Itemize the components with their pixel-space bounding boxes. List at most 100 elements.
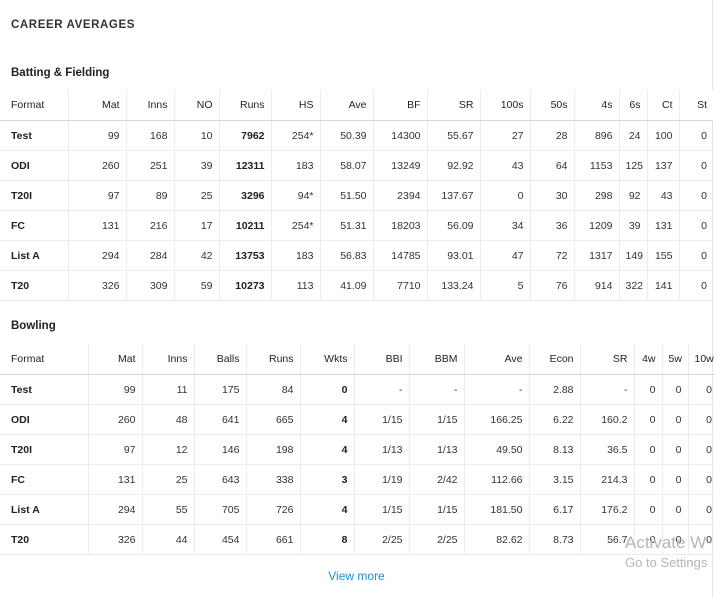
bat-value-cell: 0 <box>679 180 713 211</box>
bat-value-cell: 7962 <box>219 120 272 151</box>
bowl-value-cell: 4 <box>300 404 355 435</box>
bowl-value-cell: 0 <box>688 464 715 495</box>
bat-value-cell: 322 <box>619 270 648 301</box>
bat-value-cell: 41.09 <box>320 270 374 301</box>
bat-value-cell: 17 <box>174 210 220 241</box>
bowl-value-cell: 0 <box>634 404 663 435</box>
bat-value-cell: 14300 <box>373 120 428 151</box>
bat-value-cell: 24 <box>619 120 648 151</box>
bat-value-cell: 155 <box>647 240 680 271</box>
bowl-value-cell: 0 <box>688 494 715 525</box>
batting-header-row: Format Mat Inns NO Runs HS Ave BF SR 100s 50s 4s 6s C… <box>0 90 713 121</box>
bowl-value-cell: 0 <box>688 374 715 405</box>
bowl-value-cell: 0 <box>634 494 663 525</box>
bat-value-cell: 58.07 <box>320 150 374 181</box>
bat-col-header: Runs <box>219 90 272 121</box>
bat-value-cell: 216 <box>126 210 175 241</box>
bowl-col-header: BBM <box>409 344 465 375</box>
bat-col-header: Ave <box>320 90 374 121</box>
bowl-value-cell: 4 <box>300 494 355 525</box>
bat-value-cell: 18203 <box>373 210 428 241</box>
bowl-value-cell: 175 <box>194 374 247 405</box>
windows-activation-watermark: Activate W Go to Settings <box>625 533 707 570</box>
bat-value-cell: 0 <box>679 120 713 151</box>
bowling-section-title: Bowling <box>11 320 56 332</box>
bat-col-header: NO <box>174 90 220 121</box>
bowl-format-cell: Test <box>0 374 89 405</box>
bat-value-cell: 183 <box>271 240 321 271</box>
bowl-value-cell: 0 <box>688 524 715 555</box>
bat-col-header: 4s <box>574 90 620 121</box>
bat-value-cell: 3296 <box>219 180 272 211</box>
bat-value-cell: 326 <box>68 270 127 301</box>
bowl-col-header: Wkts <box>300 344 355 375</box>
bat-value-cell: 99 <box>68 120 127 151</box>
bowl-col-header: Mat <box>88 344 143 375</box>
bat-value-cell: 13249 <box>373 150 428 181</box>
bat-value-cell: 133.24 <box>427 270 481 301</box>
bowl-format-cell: T20 <box>0 524 89 555</box>
bowl-value-cell: 641 <box>194 404 247 435</box>
bat-format-cell: List A <box>0 240 69 271</box>
bowl-value-cell: 166.25 <box>464 404 530 435</box>
bowl-value-cell: 0 <box>662 374 689 405</box>
bat-value-cell: 13753 <box>219 240 272 271</box>
bat-value-cell: 131 <box>68 210 127 241</box>
bowl-value-cell: 326 <box>88 524 143 555</box>
bowl-value-cell: 160.2 <box>580 404 635 435</box>
bowl-value-cell: 1/15 <box>409 494 465 525</box>
bat-format-cell: T20I <box>0 180 69 211</box>
bowl-value-cell: 1/15 <box>354 494 410 525</box>
watermark-line-1: Activate W <box>625 533 707 552</box>
bat-value-cell: 0 <box>480 180 531 211</box>
bat-col-header: HS <box>271 90 321 121</box>
bat-value-cell: 51.31 <box>320 210 374 241</box>
view-more-link[interactable]: View more <box>328 569 385 583</box>
bat-value-cell: 43 <box>647 180 680 211</box>
bat-value-cell: 5 <box>480 270 531 301</box>
bowling-table: Format Mat Inns Balls Runs Wkts BBI BBM Ave Econ S… <box>0 344 715 555</box>
bowl-table-row: Test 99 11 175 84 0- - -2.88-0 0 0 <box>0 374 715 405</box>
bowl-value-cell: 176.2 <box>580 494 635 525</box>
bat-value-cell: 1153 <box>574 150 620 181</box>
bat-value-cell: 284 <box>126 240 175 271</box>
bat-value-cell: 896 <box>574 120 620 151</box>
bowl-col-header: Runs <box>246 344 301 375</box>
bowl-value-cell: 0 <box>688 404 715 435</box>
bowl-value-cell: 6.17 <box>529 494 581 525</box>
bowl-value-cell: 84 <box>246 374 301 405</box>
bat-col-header: BF <box>373 90 428 121</box>
bowl-format-cell: T20I <box>0 434 89 465</box>
bowl-value-cell: - <box>580 374 635 405</box>
bat-value-cell: 294 <box>68 240 127 271</box>
bowl-table-row: FC 131 25 643 338 3 1/19 2/42 112.66 3.15 214.3 0 0 0 <box>0 464 715 495</box>
bowl-value-cell: 661 <box>246 524 301 555</box>
bowl-col-header: SR <box>580 344 635 375</box>
bat-col-header: 6s <box>619 90 648 121</box>
bat-value-cell: 94* <box>271 180 321 211</box>
bat-table-row: FC 131 216 17 10211 254* 51.31 18203 56.09 34 36 12… <box>0 210 713 241</box>
bowl-value-cell: 181.50 <box>464 494 530 525</box>
bowl-value-cell: 82.62 <box>464 524 530 555</box>
bowl-value-cell: 3 <box>300 464 355 495</box>
bowl-col-header: Balls <box>194 344 247 375</box>
bowl-value-cell: 97 <box>88 434 143 465</box>
bowl-value-cell: 1/15 <box>354 404 410 435</box>
bowl-value-cell: 214.3 <box>580 464 635 495</box>
bat-format-cell: Test <box>0 120 69 151</box>
bat-value-cell: 914 <box>574 270 620 301</box>
watermark-line-2: Go to Settings <box>625 555 708 570</box>
bat-col-header: 100s <box>480 90 531 121</box>
bowl-value-cell: 0 <box>634 464 663 495</box>
bat-value-cell: 0 <box>679 210 713 241</box>
bat-value-cell: 1209 <box>574 210 620 241</box>
page-title: CAREER AVERAGES <box>11 19 136 31</box>
bowl-table-row: T20I 97 12 146 198 4 1/13 1/13 49.50 8.13 36.5 0 0 0 <box>0 434 715 465</box>
bat-value-cell: 141 <box>647 270 680 301</box>
bat-value-cell: 56.09 <box>427 210 481 241</box>
bat-table-row: ODI 260 251 39 12311 183 58.07 13249 92.92 43 64 11… <box>0 150 713 181</box>
bowl-value-cell: - <box>464 374 530 405</box>
bat-value-cell: 149 <box>619 240 648 271</box>
bowl-table-row: ODI 260 48 641 665 4 1/15 1/15 166.25 6.22 160.2 0 0… <box>0 404 715 435</box>
bat-value-cell: 309 <box>126 270 175 301</box>
